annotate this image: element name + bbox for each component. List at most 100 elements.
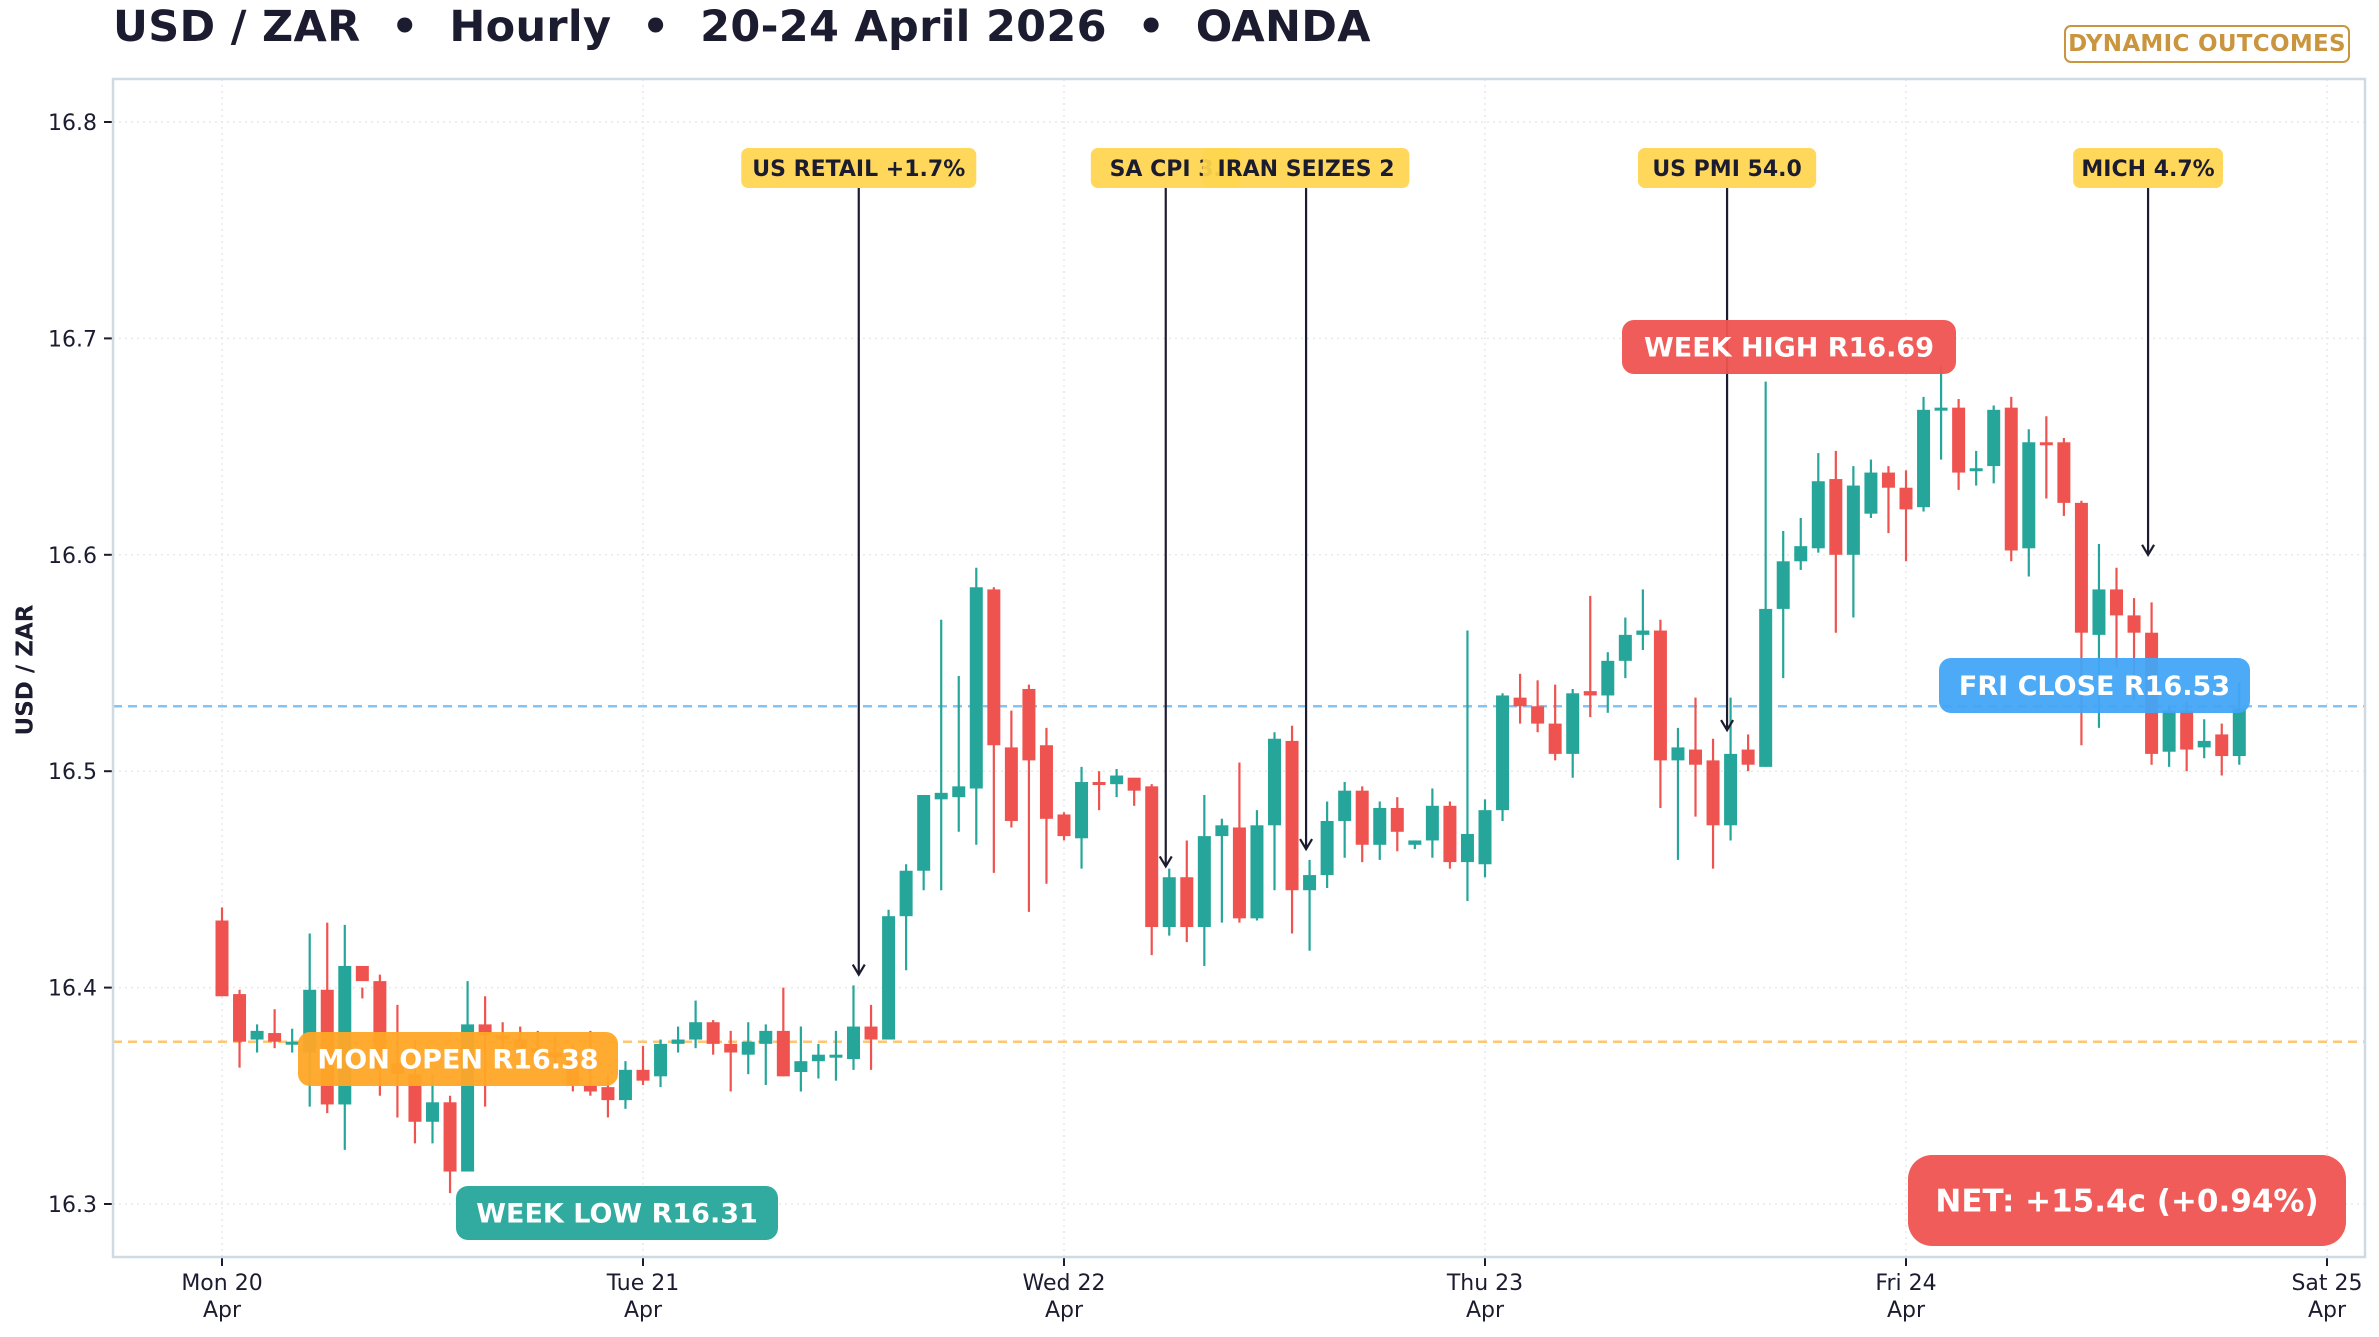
candle-body [1320,820,1334,876]
candle [1513,673,1527,724]
candle-body [1548,723,1562,754]
candle-body [654,1043,668,1077]
candle-body [1794,546,1808,562]
candle-body [1496,695,1510,811]
candle [1268,732,1281,891]
candle [1057,812,1071,841]
candle [2022,429,2036,577]
candle-body [583,1084,597,1092]
candle [1706,738,1720,869]
candle-body [408,1074,422,1122]
candle [618,1061,632,1109]
candle [636,1046,650,1085]
week-low-callout: WEEK LOW R16.31 [456,1186,778,1240]
candle-body [636,1069,650,1081]
candle-body [1057,814,1071,837]
net-change-callout-label: NET: +15.4c (+0.94%) [1935,1184,2318,1220]
candle-body [1022,688,1036,761]
candle-body [1303,875,1317,891]
candle-body [2057,442,2071,503]
candle [1180,840,1194,943]
candle-body [2039,442,2053,446]
candle [2039,416,2053,499]
candle [215,907,229,997]
candle-body [1636,630,1650,635]
candle [2197,719,2211,759]
candle-body [1706,760,1720,826]
candle-body [1338,790,1352,821]
candle [1408,840,1422,850]
event-annotation: SA CPI 3. [1090,148,1241,869]
y-axis: 16.3 16.4 16.5 16.6 16.7 16.8 [48,111,113,1218]
candle [285,1028,299,1053]
mon-open-callout-box [298,1032,618,1086]
candle-body [355,965,369,982]
candle [1496,693,1510,821]
candle-body [1390,807,1404,832]
candle [1864,459,1878,519]
annotation-badge [1202,148,1410,188]
candle [1443,801,1457,869]
candle [2215,723,2229,776]
candle [1531,680,1545,733]
candle [1425,788,1439,858]
y-tick-label: 16.7 [48,327,97,352]
x-tick-label: Wed 22 [1023,1271,1106,1296]
candle-body [1443,805,1457,863]
annotation-badge [1637,148,1817,188]
candle-body [1250,825,1264,919]
candle [706,1020,720,1055]
candle-body [1180,877,1194,928]
candle-body [2127,615,2141,633]
candle [1987,405,2001,484]
candle-body [2162,710,2176,752]
candle-body [2110,589,2123,616]
candle [671,1026,685,1053]
candle-body [1075,782,1089,839]
candle [987,587,1001,873]
candle-body [443,1102,457,1172]
candle [233,989,247,1068]
x-tick-label-month: Apr [1045,1298,1084,1323]
candle [1566,688,1580,778]
candle [724,1030,738,1092]
candle-body [917,795,931,871]
candle-body [1197,836,1211,928]
candle-body [1127,777,1141,791]
x-tick-label: Fri 24 [1875,1271,1936,1296]
candle-body [478,1024,492,1036]
candle [268,1009,282,1049]
candle [1689,697,1702,817]
x-tick-label-month: Apr [1887,1298,1926,1323]
candle-body [1408,840,1422,845]
candle-body [1355,790,1369,845]
candle-body [1952,407,1966,473]
candle-body [1724,753,1738,826]
net-change-callout: NET: +15.4c (+0.94%) [1908,1155,2346,1246]
candle [1110,769,1124,798]
arrow-down-icon [851,964,866,977]
candle [2110,567,2123,668]
event-annotation: US PMI 54.0 [1637,148,1817,733]
candle-body [1268,738,1281,826]
candle-body [1689,749,1702,765]
candle-body [1759,608,1773,767]
candle-body [1987,409,2001,467]
annotation-badge [2073,148,2223,188]
x-tick-label: Tue 21 [606,1271,680,1296]
candle [969,567,983,845]
candle [811,1043,825,1079]
candle-body [1004,747,1018,821]
event-annotation: IRAN SEIZES 2 [1202,148,1410,852]
arrow-down-icon [2141,544,2156,557]
candle-body [1653,630,1667,761]
candle [1215,818,1229,923]
fri-close-callout-label: FRI CLOSE R16.53 [1959,671,2230,702]
candle-body [1566,693,1580,754]
event-annotation: US RETAIL +1.7% [741,148,977,977]
candle-body [2074,502,2088,633]
week-low-callout-box [456,1186,778,1240]
candle-body [1881,472,1895,488]
candle [794,1026,808,1092]
